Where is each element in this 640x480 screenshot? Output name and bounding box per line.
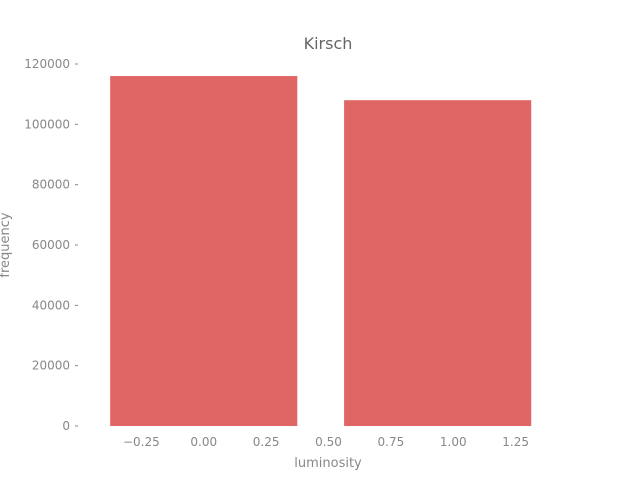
x-tick-label: 1.00	[440, 435, 467, 449]
x-tick-label: 0.75	[378, 435, 405, 449]
x-tick-label: −0.25	[123, 435, 160, 449]
y-tick-label: 20000	[32, 359, 70, 373]
x-tick-label: 1.25	[502, 435, 529, 449]
x-tick-label: 0.00	[190, 435, 217, 449]
x-tick-label: 0.50	[315, 435, 342, 449]
y-tick-label: 120000	[24, 57, 70, 71]
histogram-bar-2	[344, 100, 532, 426]
y-tick-label: 80000	[32, 178, 70, 192]
y-tick-label: 40000	[32, 298, 70, 312]
chart-title: Kirsch	[304, 34, 353, 53]
y-axis-label: frequency	[0, 212, 13, 278]
bars-layer	[110, 76, 532, 427]
y-tick-label: 60000	[32, 238, 70, 252]
x-tick-label: 0.25	[253, 435, 280, 449]
x-axis: −0.25 0.00 0.25 0.50 0.75 1.00 1.25	[123, 435, 529, 449]
y-tick-label: 0	[62, 419, 70, 433]
y-tick-label: 100000	[24, 117, 70, 131]
y-axis: 0 20000 40000 60000 80000 100000 120000	[24, 57, 78, 433]
x-axis-label: luminosity	[294, 456, 362, 471]
histogram-bar-1	[110, 76, 298, 427]
